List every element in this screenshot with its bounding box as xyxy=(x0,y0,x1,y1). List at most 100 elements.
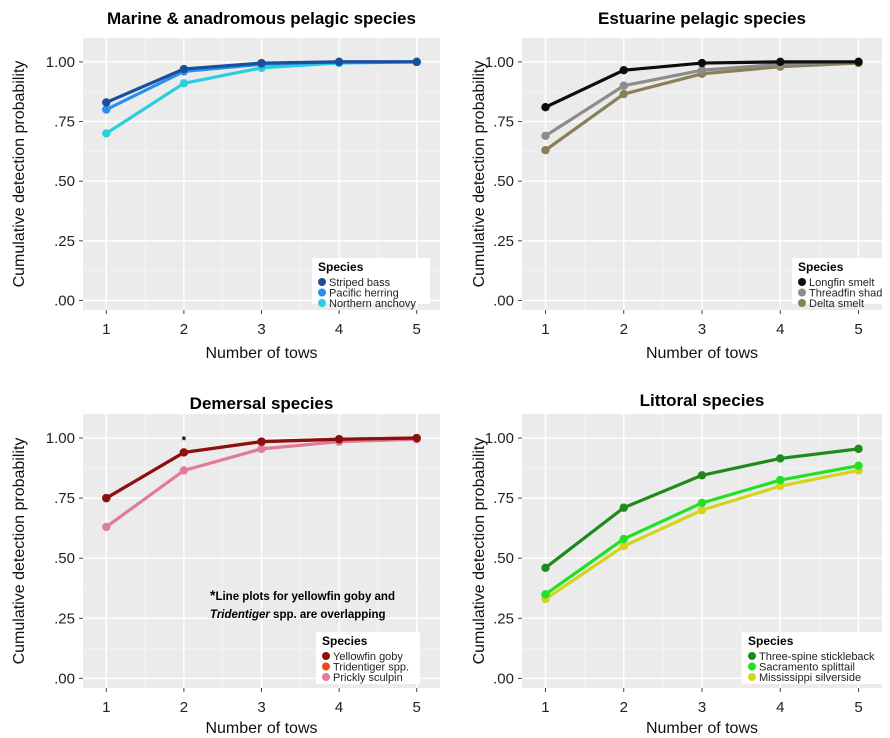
legend-key xyxy=(798,278,806,286)
data-point xyxy=(257,444,266,454)
y-tick-label: 1.00 xyxy=(485,430,514,447)
legend-label: Sacramento splittail xyxy=(759,662,855,674)
data-point xyxy=(697,66,707,75)
x-tick-label: 5 xyxy=(413,699,421,716)
chart-panel-3: .00 .25 .50 .75 1.00 1 2 3 4 5 Demersal species Num… xyxy=(11,394,440,737)
y-axis-label: Cumulative detection probability xyxy=(471,61,488,288)
legend-label: Striped bass xyxy=(329,277,391,289)
data-point xyxy=(619,89,628,99)
annotation-asterisk: * xyxy=(182,435,187,447)
legend: Species Three-spine sticklebackSacramento… xyxy=(742,632,884,684)
annotation-note-segment: * xyxy=(210,587,216,603)
x-tick-label: 1 xyxy=(102,699,110,716)
x-tick-label: 3 xyxy=(698,321,706,338)
x-tick-label: 4 xyxy=(776,699,784,716)
legend-key xyxy=(798,299,806,307)
y-tick-label: 1.00 xyxy=(46,54,75,71)
chart-panel-2: .00 .25 .50 .75 1.00 1 2 3 4 5 Estuarine pelagic s… xyxy=(471,9,888,362)
data-point xyxy=(619,503,628,512)
x-tick-label: 5 xyxy=(854,321,862,338)
legend-label: Threadfin shad xyxy=(809,288,882,300)
x-tick-label: 3 xyxy=(257,321,265,338)
data-point xyxy=(541,590,550,599)
x-tick-label: 2 xyxy=(620,321,628,338)
legend-label: Tridentiger spp. xyxy=(333,662,409,674)
data-point xyxy=(179,448,189,457)
x-tick-label: 3 xyxy=(257,699,265,716)
legend-key xyxy=(318,278,326,286)
legend-title: Species xyxy=(798,260,844,274)
x-tick-label: 2 xyxy=(180,321,188,338)
legend-key xyxy=(322,662,330,671)
data-point xyxy=(697,498,707,508)
y-tick-label: .00 xyxy=(54,292,75,309)
data-point xyxy=(541,102,550,112)
y-tick-label: .25 xyxy=(493,610,514,627)
legend-key xyxy=(318,288,326,297)
y-tick-label: .75 xyxy=(54,490,75,507)
data-point xyxy=(697,505,707,515)
data-point xyxy=(102,493,111,503)
y-axis-label: Cumulative detection probability xyxy=(471,438,488,665)
data-point xyxy=(412,57,421,67)
x-tick-label: 2 xyxy=(620,699,628,716)
annotation-note-segment: Tridentiger xyxy=(210,609,270,621)
y-tick-label: .25 xyxy=(493,233,514,250)
legend-box xyxy=(316,632,420,684)
y-tick-label: .25 xyxy=(54,233,75,250)
legend-label: Delta smelt xyxy=(809,298,864,310)
x-tick-label: 4 xyxy=(776,321,784,338)
data-point xyxy=(854,444,863,454)
data-point xyxy=(334,435,344,444)
x-axis-label: Number of tows xyxy=(205,345,317,362)
data-point xyxy=(179,64,189,74)
data-point xyxy=(776,475,785,485)
chart-title: Estuarine pelagic species xyxy=(598,9,806,28)
data-point xyxy=(179,466,189,475)
legend-label: Pacific herring xyxy=(329,288,399,300)
y-axis-label: Cumulative detection probability xyxy=(11,438,28,665)
chart-title: Marine & anadromous pelagic species xyxy=(107,9,416,28)
x-tick-label: 5 xyxy=(413,321,421,338)
y-axis-label: Cumulative detection probability xyxy=(11,61,28,288)
x-axis-label: Number of tows xyxy=(646,345,758,362)
x-tick-label: 3 xyxy=(698,699,706,716)
data-point xyxy=(776,57,785,67)
y-tick-label: .00 xyxy=(493,670,514,687)
legend-box xyxy=(742,632,884,684)
legend-key xyxy=(318,299,326,307)
legend-label: Prickly sculpin xyxy=(333,672,403,684)
y-tick-label: .50 xyxy=(54,550,75,567)
x-tick-label: 4 xyxy=(335,699,343,716)
x-tick-label: 5 xyxy=(854,699,862,716)
annotation-note-segment: Line plots for yellowfin goby and xyxy=(215,591,395,603)
legend-key xyxy=(748,673,756,681)
data-point xyxy=(776,481,785,491)
data-point xyxy=(541,563,550,573)
legend-box xyxy=(792,258,888,304)
legend-title: Species xyxy=(322,634,368,648)
data-point xyxy=(541,145,550,155)
data-point xyxy=(257,437,266,446)
chart-panel-4: .00 .25 .50 .75 1.00 1 2 3 4 5 Littoral species Num… xyxy=(471,391,884,737)
y-tick-label: .25 xyxy=(54,610,75,627)
data-point xyxy=(334,57,344,67)
y-tick-label: 1.00 xyxy=(485,54,514,71)
data-point xyxy=(541,131,550,141)
legend-box xyxy=(312,258,430,304)
data-point xyxy=(102,129,111,138)
data-point xyxy=(776,454,785,463)
y-tick-label: .50 xyxy=(493,173,514,190)
data-point xyxy=(179,79,189,88)
x-tick-label: 4 xyxy=(335,321,343,338)
y-tick-label: .75 xyxy=(493,114,514,131)
data-point xyxy=(619,534,628,544)
y-tick-label: .75 xyxy=(54,114,75,131)
data-point xyxy=(102,522,111,532)
legend-key xyxy=(322,673,330,681)
x-axis-label: Number of tows xyxy=(646,720,758,737)
x-tick-label: 1 xyxy=(541,699,549,716)
